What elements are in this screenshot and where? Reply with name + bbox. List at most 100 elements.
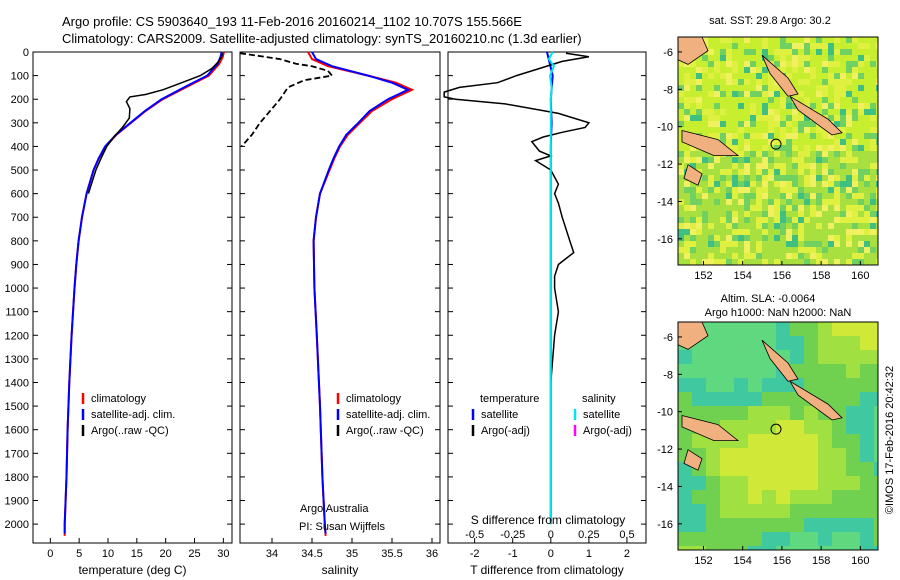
y-tick-label: 1500 bbox=[5, 401, 29, 413]
s-diff-tick-label: -0.5 bbox=[465, 529, 484, 541]
sal-legend-label: Argo(..raw -QC) bbox=[346, 425, 424, 437]
x-axis-label: T difference from climatology bbox=[470, 563, 624, 577]
sst-map bbox=[677, 36, 879, 266]
y-tick-label: 1400 bbox=[5, 377, 29, 389]
x-tick-label: -2 bbox=[470, 548, 480, 560]
x-tick-label: 36 bbox=[426, 548, 438, 560]
sla-land bbox=[681, 414, 740, 442]
s-diff-tick-label: -0.25 bbox=[500, 529, 525, 541]
sla-float-marker bbox=[770, 423, 782, 435]
temp-satellite-line bbox=[63, 51, 223, 534]
x-tick-label: 1 bbox=[586, 548, 592, 560]
y-tick-label: 300 bbox=[11, 118, 29, 130]
x-tick-label: 0 bbox=[47, 548, 53, 560]
sst-x-tick-label: 152 bbox=[694, 270, 712, 282]
y-tick-label: 700 bbox=[11, 212, 29, 224]
x-tick-label: 25 bbox=[188, 548, 200, 560]
s-diff-label: S difference from climatology bbox=[471, 513, 626, 527]
s-diff-tick-label: 0 bbox=[548, 529, 554, 541]
y-tick-label: 1900 bbox=[5, 496, 29, 508]
sst-float-marker bbox=[770, 138, 782, 150]
s-diff-tick-label: 0.25 bbox=[578, 529, 599, 541]
y-tick-label: 1300 bbox=[5, 354, 29, 366]
x-axis-label: temperature (deg C) bbox=[78, 563, 186, 577]
tdiff-argo-line bbox=[443, 52, 591, 513]
sla-x-tick-label: 158 bbox=[812, 555, 830, 567]
x-tick-label: 20 bbox=[160, 548, 172, 560]
x-tick-label: 2 bbox=[624, 548, 630, 560]
sal-satellite-line bbox=[311, 51, 411, 534]
profile-title: Argo profile: CS 5903640_193 11-Feb-2016… bbox=[62, 14, 522, 29]
sla-y-tick-label: -8 bbox=[663, 369, 673, 381]
temp-legend-label: Argo(..raw -QC) bbox=[91, 425, 169, 437]
plot-frame-0 bbox=[32, 51, 233, 544]
sst-land bbox=[789, 95, 843, 136]
sal-argo-line bbox=[239, 52, 334, 147]
sla-x-tick-label: 154 bbox=[734, 555, 752, 567]
temp-legend-label: satellite-adj. clim. bbox=[91, 409, 175, 421]
sla-y-tick-label: -12 bbox=[657, 444, 673, 456]
sdiff-legend-label: Argo(-adj) bbox=[583, 425, 632, 437]
plot-frame-1 bbox=[239, 51, 441, 544]
temp-legend-label: climatology bbox=[91, 393, 147, 405]
y-tick-label: 1000 bbox=[5, 283, 29, 295]
y-tick-label: 1200 bbox=[5, 330, 29, 342]
sst-land bbox=[681, 129, 740, 157]
y-tick-label: 200 bbox=[11, 94, 29, 106]
sla-y-tick-label: -16 bbox=[657, 519, 673, 531]
tdiff-legend-label: Argo(-adj) bbox=[481, 425, 530, 437]
y-tick-label: 2000 bbox=[5, 519, 29, 531]
imos-credit: ©IMOS 17-Feb-2016 20:42:32 bbox=[884, 366, 896, 514]
y-tick-label: 100 bbox=[11, 71, 29, 83]
sla-land bbox=[683, 449, 703, 471]
x-tick-label: 0 bbox=[548, 548, 554, 560]
sla-x-tick-label: 156 bbox=[773, 555, 791, 567]
x-tick-label: 30 bbox=[217, 548, 229, 560]
x-tick-label: 15 bbox=[131, 548, 143, 560]
sdiff-satellite-line bbox=[547, 51, 556, 525]
s-diff-tick-label: 0.5 bbox=[619, 529, 634, 541]
sla-x-tick-label: 152 bbox=[694, 555, 712, 567]
x-tick-label: 5 bbox=[76, 548, 82, 560]
y-tick-label: 800 bbox=[11, 236, 29, 248]
sst-y-tick-label: -14 bbox=[657, 196, 673, 208]
x-tick-label: 35 bbox=[346, 548, 358, 560]
sla-y-tick-label: -6 bbox=[663, 332, 673, 344]
sla-y-tick-label: -14 bbox=[657, 481, 673, 493]
plot-frame-2 bbox=[447, 51, 647, 544]
y-tick-label: 1100 bbox=[5, 307, 29, 319]
sst-map-title: sat. SST: 29.8 Argo: 30.2 bbox=[709, 15, 831, 27]
y-tick-label: 1700 bbox=[5, 448, 29, 460]
sla-map bbox=[677, 321, 879, 551]
argo-australia-text: Argo Australia bbox=[300, 503, 369, 515]
sst-x-tick-label: 154 bbox=[734, 270, 752, 282]
pi-text: PI: Susan Wijffels bbox=[299, 521, 385, 533]
y-tick-label: 1600 bbox=[5, 425, 29, 437]
sst-land bbox=[683, 164, 703, 186]
sst-x-tick-label: 158 bbox=[812, 270, 830, 282]
sst-land bbox=[761, 54, 799, 97]
sst-y-tick-label: -12 bbox=[657, 159, 673, 171]
temp-argo-line bbox=[87, 52, 224, 194]
sst-map-frame bbox=[677, 36, 879, 266]
x-tick-label: 34.5 bbox=[301, 548, 322, 560]
sla-land bbox=[761, 339, 799, 382]
x-axis-label: salinity bbox=[322, 563, 359, 577]
y-tick-label: 0 bbox=[23, 47, 29, 59]
sal-legend-label: satellite-adj. clim. bbox=[346, 409, 430, 421]
sst-x-tick-label: 156 bbox=[773, 270, 791, 282]
sst-y-tick-label: -16 bbox=[657, 234, 673, 246]
sst-y-tick-label: -6 bbox=[663, 47, 673, 59]
y-tick-label: 1800 bbox=[5, 472, 29, 484]
diff-sal-heading: salinity bbox=[582, 393, 616, 405]
y-tick-label: 400 bbox=[11, 141, 29, 153]
sla-x-tick-label: 160 bbox=[851, 555, 869, 567]
sst-x-tick-label: 160 bbox=[851, 270, 869, 282]
x-tick-label: 10 bbox=[102, 548, 114, 560]
sla-land bbox=[789, 380, 843, 421]
climatology-subtitle: Climatology: CARS2009. Satellite-adjuste… bbox=[62, 31, 582, 46]
y-tick-label: 500 bbox=[11, 165, 29, 177]
sla-map-title: Altim. SLA: -0.0064 bbox=[721, 293, 816, 305]
x-tick-label: 35.5 bbox=[381, 548, 402, 560]
sla-map-frame bbox=[677, 321, 879, 551]
